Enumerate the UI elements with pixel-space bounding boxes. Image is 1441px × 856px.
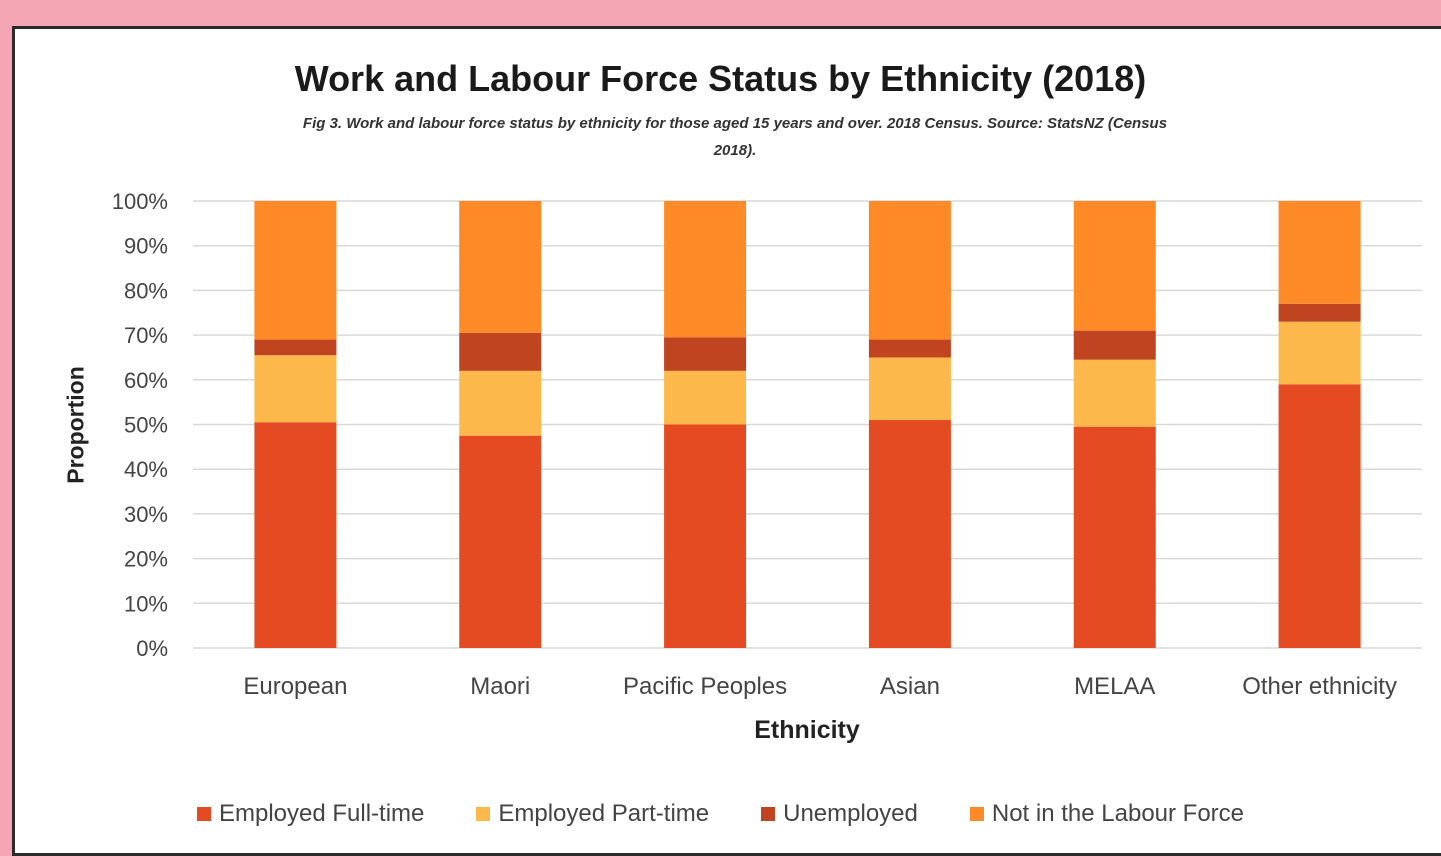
y-tick-label: 60% xyxy=(124,368,168,393)
x-tick-label: MELAA xyxy=(1074,673,1155,700)
legend-label: Not in the Labour Force xyxy=(991,800,1245,827)
legend-swatch xyxy=(196,807,211,821)
x-axis-title: Ethnicity xyxy=(754,716,860,744)
legend-label: Employed Part-time xyxy=(498,800,710,827)
y-axis-title: Proportion xyxy=(62,366,89,484)
chart-subtitle-line-1: Fig 3. Work and labour force status by e… xyxy=(302,115,1168,132)
bar-segment-employed-part-time xyxy=(868,357,951,421)
y-tick-label: 100% xyxy=(112,189,168,214)
bar-segment-employed-part-time xyxy=(1278,321,1361,385)
legend-swatch xyxy=(761,807,776,821)
y-tick-label: 20% xyxy=(124,547,168,572)
bar-segment-unemployed xyxy=(1278,303,1361,322)
bar-segment-not-in-the-labour-force xyxy=(1073,201,1156,331)
bar-segment-employed-part-time xyxy=(459,370,542,436)
x-tick-label: European xyxy=(243,673,347,700)
bar-segment-employed-full-time xyxy=(868,420,951,648)
bar-segment-unemployed xyxy=(868,339,951,358)
bar-segment-employed-full-time xyxy=(664,424,747,648)
legend-item: Employed Part-time xyxy=(476,800,709,828)
legend-item: Employed Full-time xyxy=(196,800,425,828)
y-tick-label: 0% xyxy=(136,636,168,661)
legend-swatch xyxy=(969,807,984,821)
bar-segment-employed-part-time xyxy=(1073,359,1156,427)
bar-segment-not-in-the-labour-force xyxy=(1278,201,1361,304)
bar-segment-unemployed xyxy=(664,337,747,371)
y-tick-label: 90% xyxy=(124,234,168,259)
legend-item: Not in the Labour Force xyxy=(969,800,1245,828)
y-tick-label: 40% xyxy=(124,457,168,482)
y-tick-label: 70% xyxy=(124,323,168,348)
bar-segment-employed-full-time xyxy=(1278,384,1361,648)
bar-segment-employed-part-time xyxy=(254,355,337,423)
bar-segment-not-in-the-labour-force xyxy=(868,201,951,340)
bar-segment-employed-part-time xyxy=(664,370,747,425)
chart-subtitle-line-2: 2018). xyxy=(713,142,757,159)
y-tick-label: 30% xyxy=(124,502,168,527)
bar-segment-not-in-the-labour-force xyxy=(459,201,542,333)
bar-segment-not-in-the-labour-force xyxy=(664,201,747,338)
x-tick-label: Pacific Peoples xyxy=(623,673,787,700)
bar-segment-employed-full-time xyxy=(254,422,337,648)
y-tick-label: 50% xyxy=(124,413,168,438)
bar-segment-unemployed xyxy=(1073,330,1156,360)
bar-segment-unemployed xyxy=(254,339,337,356)
legend-swatch xyxy=(476,807,491,821)
bar-segment-unemployed xyxy=(459,332,542,371)
chart-title: Work and Labour Force Status by Ethnicit… xyxy=(294,58,1147,99)
legend-label: Employed Full-time xyxy=(218,800,425,827)
bar-segment-employed-full-time xyxy=(459,435,542,648)
x-tick-label: Maori xyxy=(470,673,530,700)
bar-segment-employed-full-time xyxy=(1073,426,1156,648)
bar-segment-not-in-the-labour-force xyxy=(254,201,337,340)
legend-item: Unemployed xyxy=(761,800,918,828)
chart-subtitle: Fig 3. Work and labour force status by e… xyxy=(190,110,1280,164)
y-tick-label: 80% xyxy=(124,278,168,303)
x-tick-label: Other ethnicity xyxy=(1242,673,1397,700)
x-tick-label: Asian xyxy=(880,673,940,700)
legend-label: Unemployed xyxy=(783,800,918,827)
chart-legend: Employed Full-time Employed Part-time Unem… xyxy=(0,800,1441,828)
y-tick-label: 10% xyxy=(124,591,168,616)
